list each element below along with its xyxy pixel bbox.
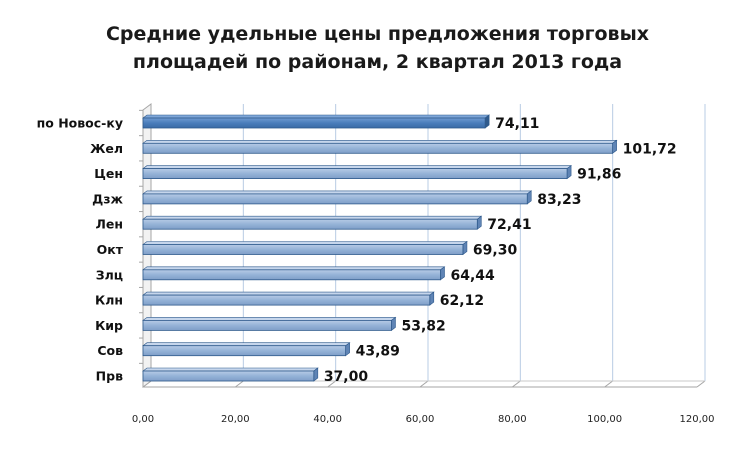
bar-8	[142, 316, 397, 331]
x-tick-label-5: 100,00	[587, 414, 622, 425]
bar-7	[142, 291, 435, 306]
bar-top-7	[142, 291, 435, 296]
category-label-8: Кир	[95, 318, 123, 333]
value-label-4: 72,41	[487, 217, 531, 233]
category-label-2: Цен	[94, 166, 123, 181]
chart-title-line-1: Средние удельные цены предложения торгов…	[105, 23, 650, 45]
x-tick-label-0: 0,00	[132, 414, 154, 425]
bar-front-2	[142, 168, 568, 180]
bar-top-3	[142, 190, 533, 195]
category-label-3: Дзж	[92, 191, 123, 206]
bar-4	[142, 215, 483, 230]
bar-front-7	[142, 294, 431, 306]
value-label-6: 64,44	[450, 268, 495, 284]
value-label-2: 91,86	[577, 167, 621, 183]
value-label-1: 101,72	[623, 141, 677, 157]
label-layer: 0,00 20,00 40,00 60,00 80,00 100,00 120,00 по Н…	[37, 116, 715, 426]
bar-top-0	[142, 114, 491, 119]
value-label-7: 62,12	[440, 293, 484, 309]
bar-10	[142, 367, 319, 382]
chart-title-line-2: площадей по районам, 2 квартал 2013 года	[132, 51, 623, 73]
bar-top-6	[142, 266, 446, 271]
x-tick-label-3: 60,00	[406, 414, 435, 425]
value-label-0: 74,11	[495, 116, 539, 132]
bar-top-4	[142, 215, 483, 220]
category-label-6: Злц	[96, 267, 123, 282]
value-label-10: 37,00	[324, 369, 369, 385]
bar-front-1	[142, 142, 614, 154]
bar-top-2	[142, 165, 572, 169]
floor-tick-6	[696, 380, 706, 388]
category-label-0: по Новос-ку	[37, 116, 123, 131]
bar-3	[142, 190, 533, 205]
bar-layer	[142, 114, 618, 382]
x-tick-label-2: 40,00	[313, 414, 342, 425]
bar-9	[142, 342, 351, 357]
category-label-1: Жел	[90, 141, 123, 156]
bar-top-8	[142, 317, 397, 321]
floor-tick-2	[327, 380, 336, 388]
floor-tick-1	[235, 380, 244, 388]
bar-front-6	[142, 269, 441, 281]
x-tick-label-1: 20,00	[221, 414, 250, 425]
bar-front-9	[142, 345, 347, 357]
bar-top-1	[142, 140, 618, 144]
bar-front-0	[142, 117, 486, 129]
bar-front-4	[142, 218, 478, 230]
floor-tick-5	[604, 380, 613, 388]
bar-0	[142, 114, 491, 129]
x-tick-label-6: 120,00	[680, 414, 715, 425]
category-label-4: Лен	[96, 217, 124, 232]
category-label-5: Окт	[97, 242, 124, 257]
chart-title: Средние удельные цены предложения торгов…	[0, 20, 755, 76]
bar-top-10	[142, 367, 319, 372]
floor-tick-3	[419, 380, 429, 388]
bar-top-9	[142, 342, 351, 347]
bar-1	[142, 139, 618, 154]
bar-6	[142, 266, 446, 281]
value-label-8: 53,82	[401, 318, 445, 334]
bar-2	[142, 165, 572, 180]
bar-front-10	[142, 370, 315, 382]
bar-5	[142, 240, 468, 256]
category-label-7: Клн	[95, 293, 123, 308]
value-label-3: 83,23	[537, 192, 581, 208]
category-label-10: Прв	[96, 369, 123, 384]
x-tick-label-4: 80,00	[498, 414, 527, 425]
bar-top-5	[142, 241, 468, 245]
bar-front-8	[142, 319, 392, 331]
bar-front-5	[142, 244, 464, 255]
value-label-5: 69,30	[473, 243, 518, 259]
bar-front-3	[142, 193, 528, 205]
category-label-9: Сов	[97, 343, 123, 358]
floor-tick-4	[512, 380, 521, 388]
value-label-9: 43,89	[356, 344, 400, 360]
